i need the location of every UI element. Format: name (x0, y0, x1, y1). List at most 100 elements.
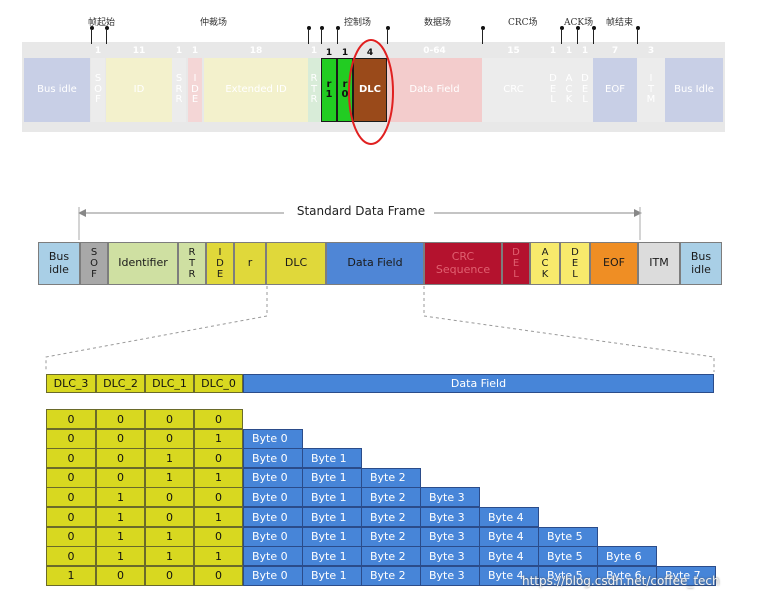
frame-field-5: r (234, 242, 266, 285)
dlc-bit-cell: 1 (96, 546, 145, 567)
top-field-10: Data Field (387, 58, 482, 122)
frame-field-12: EOF (590, 242, 638, 285)
byte-cell: Byte 4 (479, 546, 539, 567)
dlc-bit-cell: 1 (145, 467, 194, 488)
marker-dot-6 (480, 26, 485, 30)
dlc-bit-cell: 0 (46, 507, 96, 527)
dlc-bit-cell: 0 (46, 546, 96, 567)
byte-cell: Byte 4 (479, 526, 539, 547)
dlc-bit-cell: 0 (145, 565, 194, 586)
byte-cell: Byte 5 (538, 546, 598, 567)
top-field-15: EOF (593, 58, 637, 122)
marker-line-1 (106, 30, 107, 44)
marker-line-6 (482, 30, 483, 44)
top-field-bits-13: 1 (565, 46, 573, 56)
frame-span-arrow-right (634, 209, 642, 217)
top-field-bits-3: 1 (175, 46, 183, 56)
top-field-2: ID (106, 58, 172, 122)
top-field-11: CRC (482, 58, 545, 122)
marker-line-4 (337, 30, 338, 44)
top-field-bits-14: 1 (581, 46, 589, 56)
marker-line-7 (561, 30, 562, 44)
marker-dot-9 (591, 26, 596, 30)
byte-cell: Byte 2 (361, 565, 421, 586)
dlc-bit-cell: 1 (194, 467, 243, 488)
dlc-bit-cell: 0 (194, 526, 243, 547)
byte-cell: Byte 0 (243, 467, 303, 488)
top-field-bits-6: 1 (310, 46, 318, 56)
byte-cell: Byte 1 (302, 507, 362, 527)
marker-dot-1 (104, 26, 109, 30)
top-field-bits-12: 1 (549, 46, 557, 56)
dlc-bit-cell: 0 (194, 487, 243, 508)
byte-cell: Byte 1 (302, 467, 362, 488)
dlc-highlight-circle (348, 39, 394, 145)
top-field-bits-1: 1 (94, 46, 102, 56)
byte-cell: Byte 1 (302, 526, 362, 547)
byte-cell: Byte 1 (302, 487, 362, 508)
zoom-line-left (45, 286, 268, 372)
frame-field-14: Bus idle (680, 242, 722, 285)
section-label-5: ACK场 (564, 18, 594, 28)
dlc-bit-cell: 0 (96, 448, 145, 469)
byte-cell: Byte 1 (302, 448, 362, 469)
dlc-bit-cell: 0 (46, 467, 96, 488)
section-label-6: 帧结束 (606, 18, 634, 28)
marker-line-9 (593, 30, 594, 44)
byte-cell: Byte 0 (243, 565, 303, 586)
top-field-bits-2: 11 (132, 46, 146, 56)
marker-dot-10 (635, 26, 640, 30)
marker-line-0 (91, 30, 92, 44)
byte-cell: Byte 3 (420, 546, 480, 567)
dlc-bit-cell: 1 (145, 526, 194, 547)
frame-field-8: CRC Sequence (424, 242, 502, 285)
top-field-17: Bus Idle (665, 58, 723, 122)
byte-cell: Byte 3 (420, 526, 480, 547)
dlc-bit-cell: 1 (194, 546, 243, 567)
frame-field-6: DLC (266, 242, 326, 285)
byte-cell: Byte 2 (361, 487, 421, 508)
section-label-2: 控制场 (344, 18, 372, 28)
byte-cell: Byte 1 (302, 546, 362, 567)
dlc-bit-cell: 0 (145, 507, 194, 527)
top-field-bits-4: 1 (191, 46, 199, 56)
section-label-4: CRC场 (508, 18, 538, 28)
byte-cell: Byte 2 (361, 526, 421, 547)
top-field-bits-7: 1 (325, 48, 333, 58)
dlc-bit-cell: 1 (145, 546, 194, 567)
watermark: https://blog.csdn.net/coffee_tech (522, 574, 720, 588)
byte-cell: Byte 0 (243, 448, 303, 469)
dlc-bit-cell: 0 (96, 467, 145, 488)
dlc-bit-cell: 1 (96, 487, 145, 508)
top-field-bits-10: 0-64 (423, 46, 446, 56)
marker-dot-4 (335, 26, 340, 30)
marker-line-8 (577, 30, 578, 44)
dlc-header-1: DLC_2 (96, 374, 145, 393)
dlc-bit-cell: 0 (96, 409, 145, 429)
marker-line-10 (637, 30, 638, 44)
byte-cell: Byte 4 (479, 507, 539, 527)
byte-cell: Byte 6 (597, 565, 657, 586)
section-label-1: 仲裁场 (200, 18, 228, 28)
dlc-bit-cell: 0 (96, 565, 145, 586)
top-field-bits-5: 18 (249, 46, 263, 56)
marker-dot-5 (385, 26, 390, 30)
byte-cell: Byte 1 (302, 565, 362, 586)
marker-line-5 (387, 30, 388, 44)
top-field-bits-11: 15 (507, 46, 520, 56)
dlc-header-0: DLC_3 (46, 374, 96, 393)
dlc-header-3: DLC_0 (194, 374, 243, 393)
byte-cell: Byte 0 (243, 526, 303, 547)
byte-cell: Byte 6 (597, 546, 657, 567)
byte-cell: Byte 2 (361, 467, 421, 488)
